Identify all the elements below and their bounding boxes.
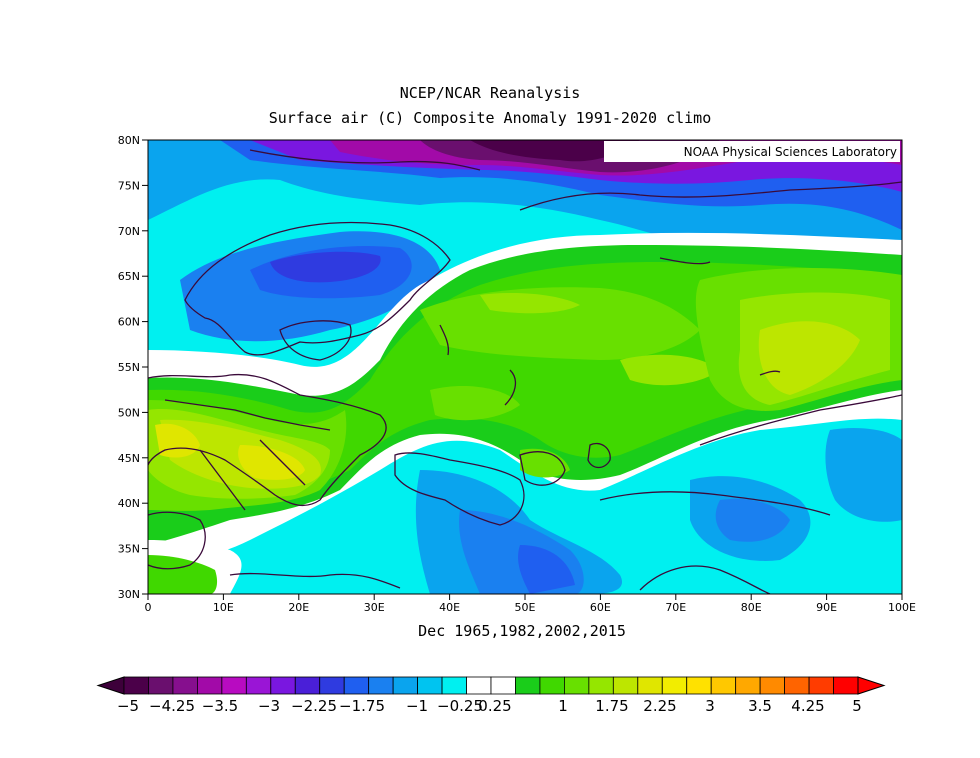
- source-label: NOAA Physical Sciences Laboratory: [684, 145, 897, 159]
- anomaly-field: [148, 140, 902, 594]
- lat-tick-label: 65N: [118, 270, 140, 283]
- lon-tick-label: 100E: [888, 601, 916, 614]
- lon-tick-label: 70E: [665, 601, 686, 614]
- lon-tick-label: 10E: [213, 601, 234, 614]
- lat-tick-label: 30N: [118, 588, 140, 601]
- longitude-axis: 0 10E 20E 30E 40E 50E 60E 70E 80E 90E 100E: [145, 594, 916, 614]
- colorbar-label: 2.25: [643, 697, 676, 715]
- colorbar-label: −4.25: [149, 697, 195, 715]
- colorbar-swatch: [833, 676, 859, 695]
- colorbar-swatch: [441, 676, 467, 695]
- lon-tick-label: 0: [145, 601, 152, 614]
- colorbar-swatch: [196, 676, 223, 695]
- lat-tick-label: 50N: [118, 406, 140, 419]
- colorbar-swatch: [270, 676, 296, 695]
- colorbar-swatch: [564, 676, 590, 695]
- colorbar-swatch: [735, 676, 761, 695]
- colorbar-low-arrow: [96, 676, 125, 695]
- colorbar-swatch: [661, 676, 688, 695]
- lat-tick-label: 70N: [118, 225, 140, 238]
- title-line2: Surface air (C) Composite Anomaly 1991-2…: [268, 109, 712, 127]
- colorbar-swatch: [392, 676, 418, 695]
- colorbar-label: −1.75: [339, 697, 385, 715]
- date-subtitle: Dec 1965,1982,2002,2015: [418, 622, 626, 640]
- colorbar-label: 1.75: [595, 697, 628, 715]
- colorbar-label: −0.25: [437, 697, 483, 715]
- colorbar-swatch: [515, 676, 541, 695]
- colorbar-label: −3: [258, 697, 280, 715]
- colorbar-label: 0.25: [478, 697, 511, 715]
- lon-tick-label: 90E: [816, 601, 837, 614]
- colorbar-swatch: [466, 676, 492, 695]
- colorbar-swatch: [784, 676, 810, 695]
- colorbar-swatch: [588, 676, 614, 695]
- lon-tick-label: 60E: [590, 601, 611, 614]
- colorbar-swatch: [612, 676, 639, 695]
- lon-tick-label: 50E: [515, 601, 536, 614]
- lat-tick-label: 55N: [118, 361, 140, 374]
- lat-tick-label: 45N: [118, 452, 140, 465]
- latitude-axis: 80N 75N 70N 65N 60N 55N 50N 45N 40N 35N 30N: [118, 134, 148, 601]
- colorbar-swatch: [759, 676, 786, 695]
- coastlines: [148, 149, 902, 594]
- lon-tick-label: 40E: [439, 601, 460, 614]
- colorbar-swatch: [710, 676, 737, 695]
- colorbar-label: −3.5: [202, 697, 238, 715]
- colorbar-swatch: [637, 676, 663, 695]
- colorbar-swatch: [686, 676, 712, 695]
- colorbar-label: −5: [117, 697, 139, 715]
- colorbar-label: 1: [558, 697, 568, 715]
- colorbar-swatch: [221, 676, 247, 695]
- colorbar-swatch: [368, 676, 394, 695]
- lat-tick-label: 80N: [118, 134, 140, 147]
- colorbar-label: 5: [852, 697, 862, 715]
- colorbar-swatch: [539, 676, 565, 695]
- lon-tick-label: 80E: [741, 601, 762, 614]
- colorbar-label: 3.5: [748, 697, 772, 715]
- colorbar-swatch: [172, 676, 198, 695]
- lat-tick-label: 60N: [118, 316, 140, 329]
- colorbar-swatch: [319, 676, 345, 695]
- colorbar: −5 −4.25 −3.5 −3 −2.25 −1.75 −1 −0.250.25 1 1.75 2…: [96, 676, 886, 715]
- lat-tick-label: 40N: [118, 497, 140, 510]
- colorbar-swatch: [490, 676, 516, 695]
- lat-tick-label: 35N: [118, 543, 140, 556]
- colorbar-label: 3: [705, 697, 715, 715]
- lon-tick-label: 20E: [288, 601, 309, 614]
- colorbar-swatch: [417, 676, 443, 695]
- colorbar-label: 4.25: [791, 697, 824, 715]
- colorbar-swatch: [123, 676, 149, 695]
- colorbar-swatch: [148, 676, 174, 695]
- source-label-box: [604, 141, 900, 162]
- colorbar-high-arrow: [857, 676, 886, 695]
- colorbar-swatch: [245, 676, 272, 695]
- lat-tick-label: 75N: [118, 179, 140, 192]
- lon-tick-label: 30E: [364, 601, 385, 614]
- colorbar-label: −1: [406, 697, 428, 715]
- colorbar-label: −2.25: [291, 697, 337, 715]
- colorbar-swatch: [343, 676, 370, 695]
- colorbar-swatch: [808, 676, 834, 695]
- colorbar-swatch: [294, 676, 321, 695]
- title-line1: NCEP/NCAR Reanalysis: [399, 84, 581, 102]
